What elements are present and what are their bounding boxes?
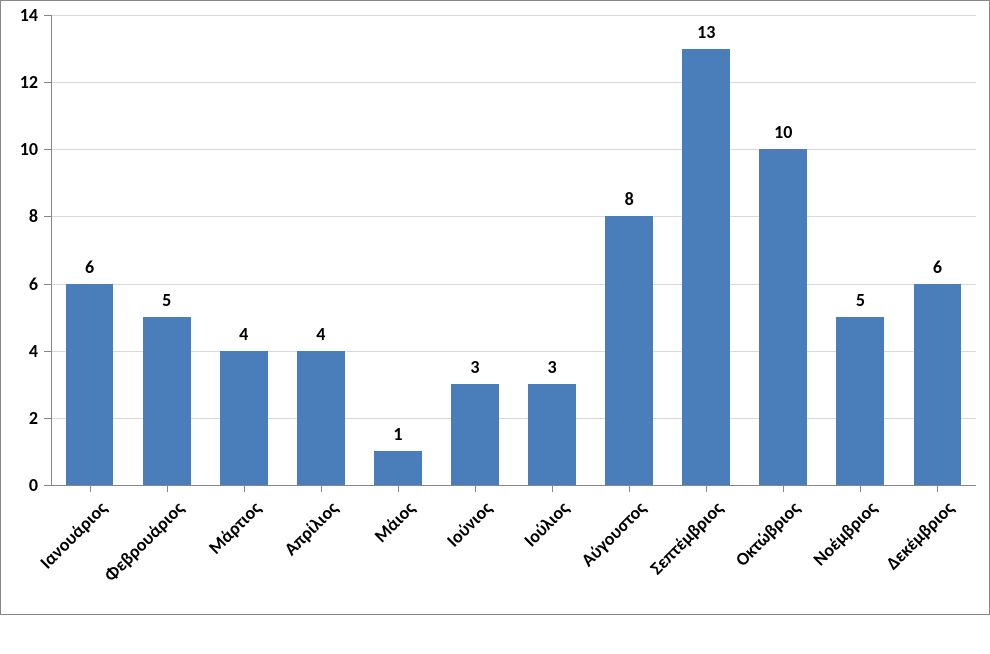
y-tick-mark bbox=[44, 216, 51, 217]
grid-line bbox=[51, 15, 976, 16]
category-label: Απρίλιος bbox=[185, 497, 342, 654]
category-label: Οκτώβριος bbox=[648, 497, 805, 654]
x-tick-mark bbox=[937, 485, 938, 492]
bar bbox=[914, 284, 962, 485]
bar-value-label: 6 bbox=[85, 256, 94, 278]
bar-value-label: 5 bbox=[162, 289, 171, 311]
plot-area: 65441338131056 bbox=[51, 15, 976, 485]
x-tick-mark bbox=[552, 485, 553, 492]
bar bbox=[297, 351, 345, 485]
category-label: Νοέμβριος bbox=[725, 497, 882, 654]
x-tick-mark bbox=[475, 485, 476, 492]
bar-value-label: 10 bbox=[774, 121, 792, 143]
category-label: Ιούνιος bbox=[340, 497, 497, 654]
category-label: Αύγουστος bbox=[494, 497, 651, 654]
bar bbox=[220, 351, 268, 485]
bar-value-label: 1 bbox=[393, 423, 402, 445]
x-tick-mark bbox=[167, 485, 168, 492]
category-label: Μάιος bbox=[262, 497, 419, 654]
y-tick-mark bbox=[44, 418, 51, 419]
bar bbox=[605, 216, 653, 485]
bar bbox=[682, 49, 730, 485]
bar bbox=[836, 317, 884, 485]
y-tick-label: 0 bbox=[1, 474, 38, 496]
grid-line bbox=[51, 149, 976, 150]
y-tick-label: 2 bbox=[1, 407, 38, 429]
bar bbox=[374, 451, 422, 485]
y-tick-mark bbox=[44, 149, 51, 150]
category-label: Μάρτιος bbox=[108, 497, 265, 654]
bar bbox=[759, 149, 807, 485]
y-tick-label: 14 bbox=[1, 4, 38, 26]
bar-value-label: 5 bbox=[856, 289, 865, 311]
y-tick-mark bbox=[44, 82, 51, 83]
bar bbox=[528, 384, 576, 485]
x-axis-line bbox=[51, 485, 976, 486]
bar bbox=[66, 284, 114, 485]
bar-value-label: 8 bbox=[625, 188, 634, 210]
y-tick-mark bbox=[44, 485, 51, 486]
y-axis-line bbox=[51, 15, 52, 485]
bar-value-label: 4 bbox=[239, 323, 248, 345]
y-tick-mark bbox=[44, 284, 51, 285]
bar-value-label: 4 bbox=[316, 323, 325, 345]
chart-frame: 65441338131056 02468101214 ΙανουάριοςΦεβ… bbox=[0, 0, 990, 615]
grid-line bbox=[51, 82, 976, 83]
y-tick-mark bbox=[44, 15, 51, 16]
bar bbox=[451, 384, 499, 485]
x-tick-mark bbox=[629, 485, 630, 492]
y-tick-label: 10 bbox=[1, 138, 38, 160]
category-label: Σεπτέμβριος bbox=[571, 497, 728, 654]
bar-value-label: 3 bbox=[547, 356, 556, 378]
grid-line bbox=[51, 216, 976, 217]
category-label: Φεβρουάριος bbox=[31, 497, 188, 654]
bar bbox=[143, 317, 191, 485]
category-label: Ιούλιος bbox=[417, 497, 574, 654]
y-tick-label: 6 bbox=[1, 273, 38, 295]
x-tick-mark bbox=[398, 485, 399, 492]
category-label: Δεκέμβριος bbox=[802, 497, 959, 654]
x-tick-mark bbox=[783, 485, 784, 492]
y-tick-mark bbox=[44, 351, 51, 352]
x-tick-mark bbox=[860, 485, 861, 492]
bar-value-label: 3 bbox=[470, 356, 479, 378]
bar-value-label: 6 bbox=[933, 256, 942, 278]
grid-line bbox=[51, 284, 976, 285]
y-tick-label: 12 bbox=[1, 71, 38, 93]
x-tick-mark bbox=[706, 485, 707, 492]
x-tick-mark bbox=[321, 485, 322, 492]
x-tick-mark bbox=[244, 485, 245, 492]
y-tick-label: 8 bbox=[1, 205, 38, 227]
x-tick-mark bbox=[90, 485, 91, 492]
y-tick-label: 4 bbox=[1, 340, 38, 362]
bar-value-label: 13 bbox=[697, 21, 715, 43]
